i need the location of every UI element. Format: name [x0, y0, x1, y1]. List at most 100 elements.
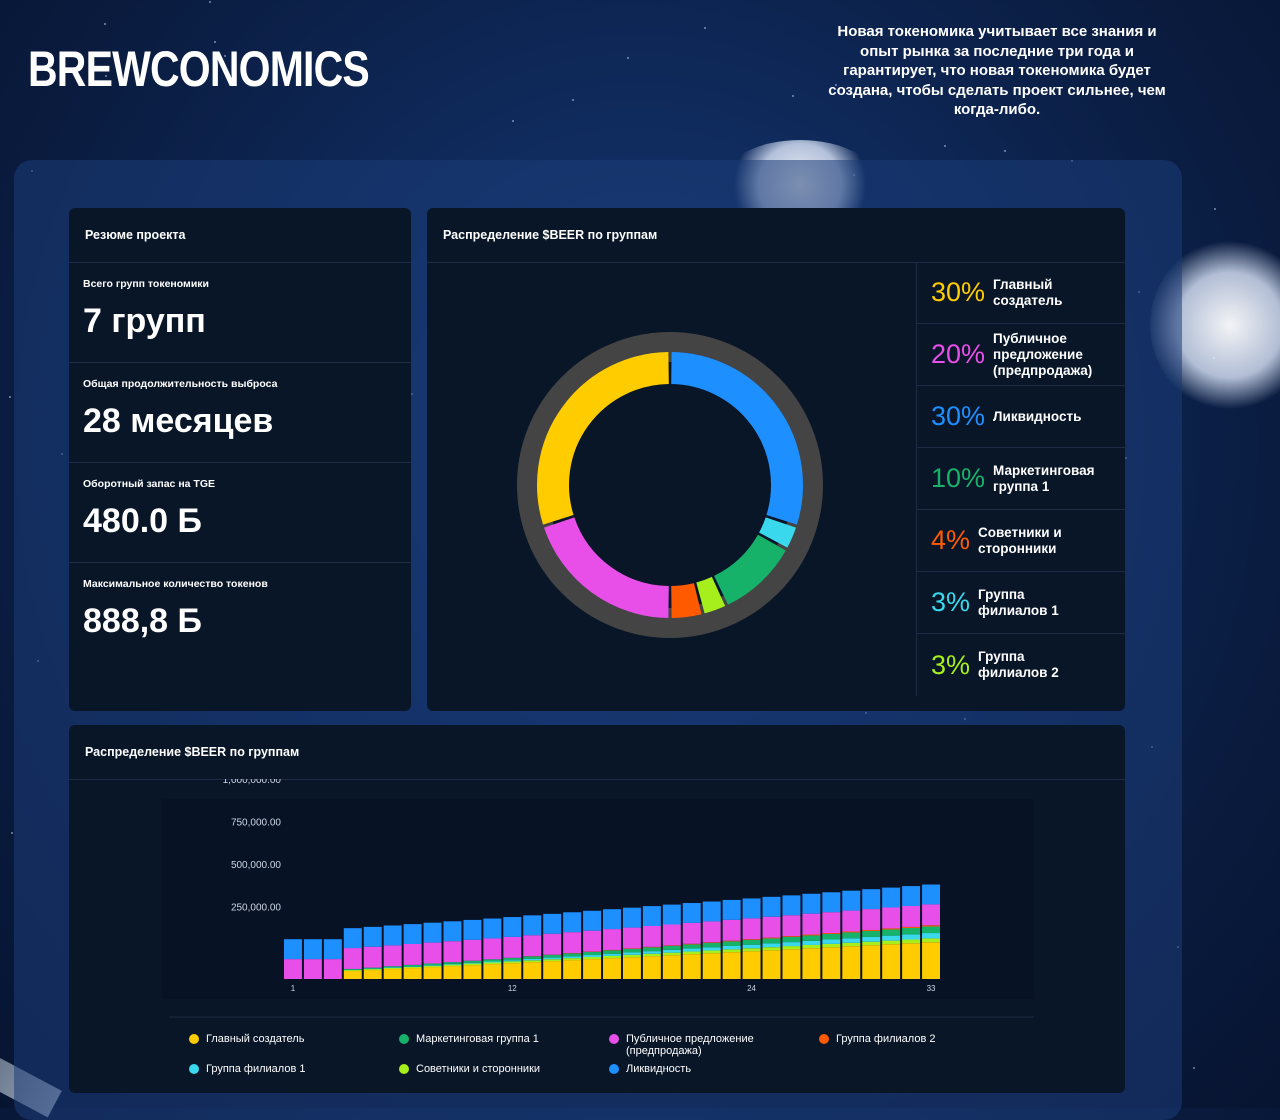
bar-segment	[483, 962, 501, 964]
bar-segment	[763, 947, 781, 950]
bar-segment	[922, 938, 940, 942]
bar-segment	[683, 949, 701, 952]
legend-dot	[609, 1034, 619, 1044]
bar-segment	[463, 964, 481, 965]
bar-segment	[802, 914, 820, 935]
bar-segment	[882, 941, 900, 945]
legend-label: Главный создатель	[206, 1033, 304, 1045]
brand-logo: BREWCONOMICS	[28, 40, 369, 98]
star-dot	[11, 832, 13, 834]
bar-segment	[603, 958, 621, 979]
bar-segment	[503, 960, 521, 961]
bar-segment	[922, 904, 940, 925]
bar-segment	[344, 969, 362, 970]
bar-segment	[842, 911, 860, 932]
bar-segment	[743, 948, 761, 951]
bar-segment	[503, 917, 521, 937]
distribution-legend-item: 30%Ликвидность	[917, 386, 1127, 448]
bar-segment	[782, 937, 800, 942]
bar-segment	[384, 966, 402, 967]
bar-segment	[782, 942, 800, 946]
bar-segment	[683, 944, 701, 945]
bar-segment	[424, 943, 442, 964]
stat-label: Оборотный запас на TGE	[83, 463, 397, 490]
y-tick-label: 750,000.00	[231, 818, 281, 829]
bar-segment	[922, 885, 940, 905]
bar-segment	[424, 963, 442, 965]
legend-dot	[399, 1064, 409, 1074]
bar-segment	[802, 935, 820, 936]
bar-segment	[643, 947, 661, 951]
bar-segment	[444, 921, 462, 941]
bar-segment	[902, 940, 920, 944]
bar-segment	[404, 968, 422, 979]
bar-segment	[822, 892, 840, 912]
legend-dot	[609, 1064, 619, 1074]
bar-segment	[663, 955, 681, 979]
legend-dot	[189, 1034, 199, 1044]
legend-item: Главный создатель	[189, 1033, 304, 1045]
bar-segment	[882, 936, 900, 941]
bar-segment	[344, 971, 362, 979]
bar-segment	[882, 907, 900, 928]
bar-segment	[384, 945, 402, 966]
bar-segment	[583, 957, 601, 959]
bar-segment	[683, 954, 701, 979]
bar-segment	[583, 955, 601, 957]
legend-label: Публичное предложение (предпродажа)	[626, 1033, 759, 1057]
bar-segment	[663, 925, 681, 946]
bar-segment	[902, 906, 920, 927]
donut-track	[532, 347, 808, 623]
bar-segment	[723, 946, 741, 949]
bar-segment	[463, 940, 481, 961]
distribution-legend-item: 3%Группа филиалов 2	[917, 634, 1127, 696]
bar-segment	[703, 902, 721, 922]
bar-segment	[782, 936, 800, 937]
bar-segment	[503, 937, 521, 958]
bar-chart-title: Распределение $BEER по группам	[69, 725, 1125, 780]
bar-segment	[842, 931, 860, 932]
bar-segment	[384, 969, 402, 979]
bar-segment	[862, 931, 880, 937]
bar-segment	[483, 959, 501, 961]
stat-value: 7 групп	[83, 302, 397, 341]
stacked-bar-chart: 250,000.00500,000.00750,000.001,000,000.…	[69, 779, 1125, 1019]
bar-segment	[444, 965, 462, 966]
bar-segment	[404, 967, 422, 968]
bar-segment	[643, 951, 661, 954]
stat-label: Общая продолжительность выброса	[83, 363, 397, 390]
bar-segment	[862, 909, 880, 930]
bar-segment	[743, 898, 761, 918]
bar-segment	[364, 970, 382, 979]
bar-segment	[862, 889, 880, 909]
bar-segment	[603, 954, 621, 956]
star-dot	[209, 1, 211, 3]
bar-segment	[842, 938, 860, 943]
stat-label: Максимальное количество токенов	[83, 563, 397, 590]
bar-segment	[424, 966, 442, 967]
bar-segment	[703, 921, 721, 942]
bar-segment	[404, 924, 422, 944]
bar-segment	[623, 957, 641, 979]
bar-segment	[444, 966, 462, 979]
bar-segment	[663, 946, 681, 950]
bar-segment	[723, 941, 741, 942]
bar-segment	[304, 939, 322, 959]
bar-segment	[723, 941, 741, 946]
legend-label: Группа филиалов 1	[206, 1063, 305, 1075]
bar-segment	[922, 933, 940, 938]
bar-segment	[663, 953, 681, 955]
bar-segment	[822, 934, 840, 940]
bar-segment	[862, 937, 880, 942]
bar-segment	[723, 952, 741, 979]
bar-segment	[463, 920, 481, 940]
bar-segment	[563, 953, 581, 956]
star-dot	[104, 23, 106, 25]
bar-segment	[324, 959, 342, 979]
distribution-legend-item: 20%Публичное предложение (предпродажа)	[917, 324, 1127, 386]
